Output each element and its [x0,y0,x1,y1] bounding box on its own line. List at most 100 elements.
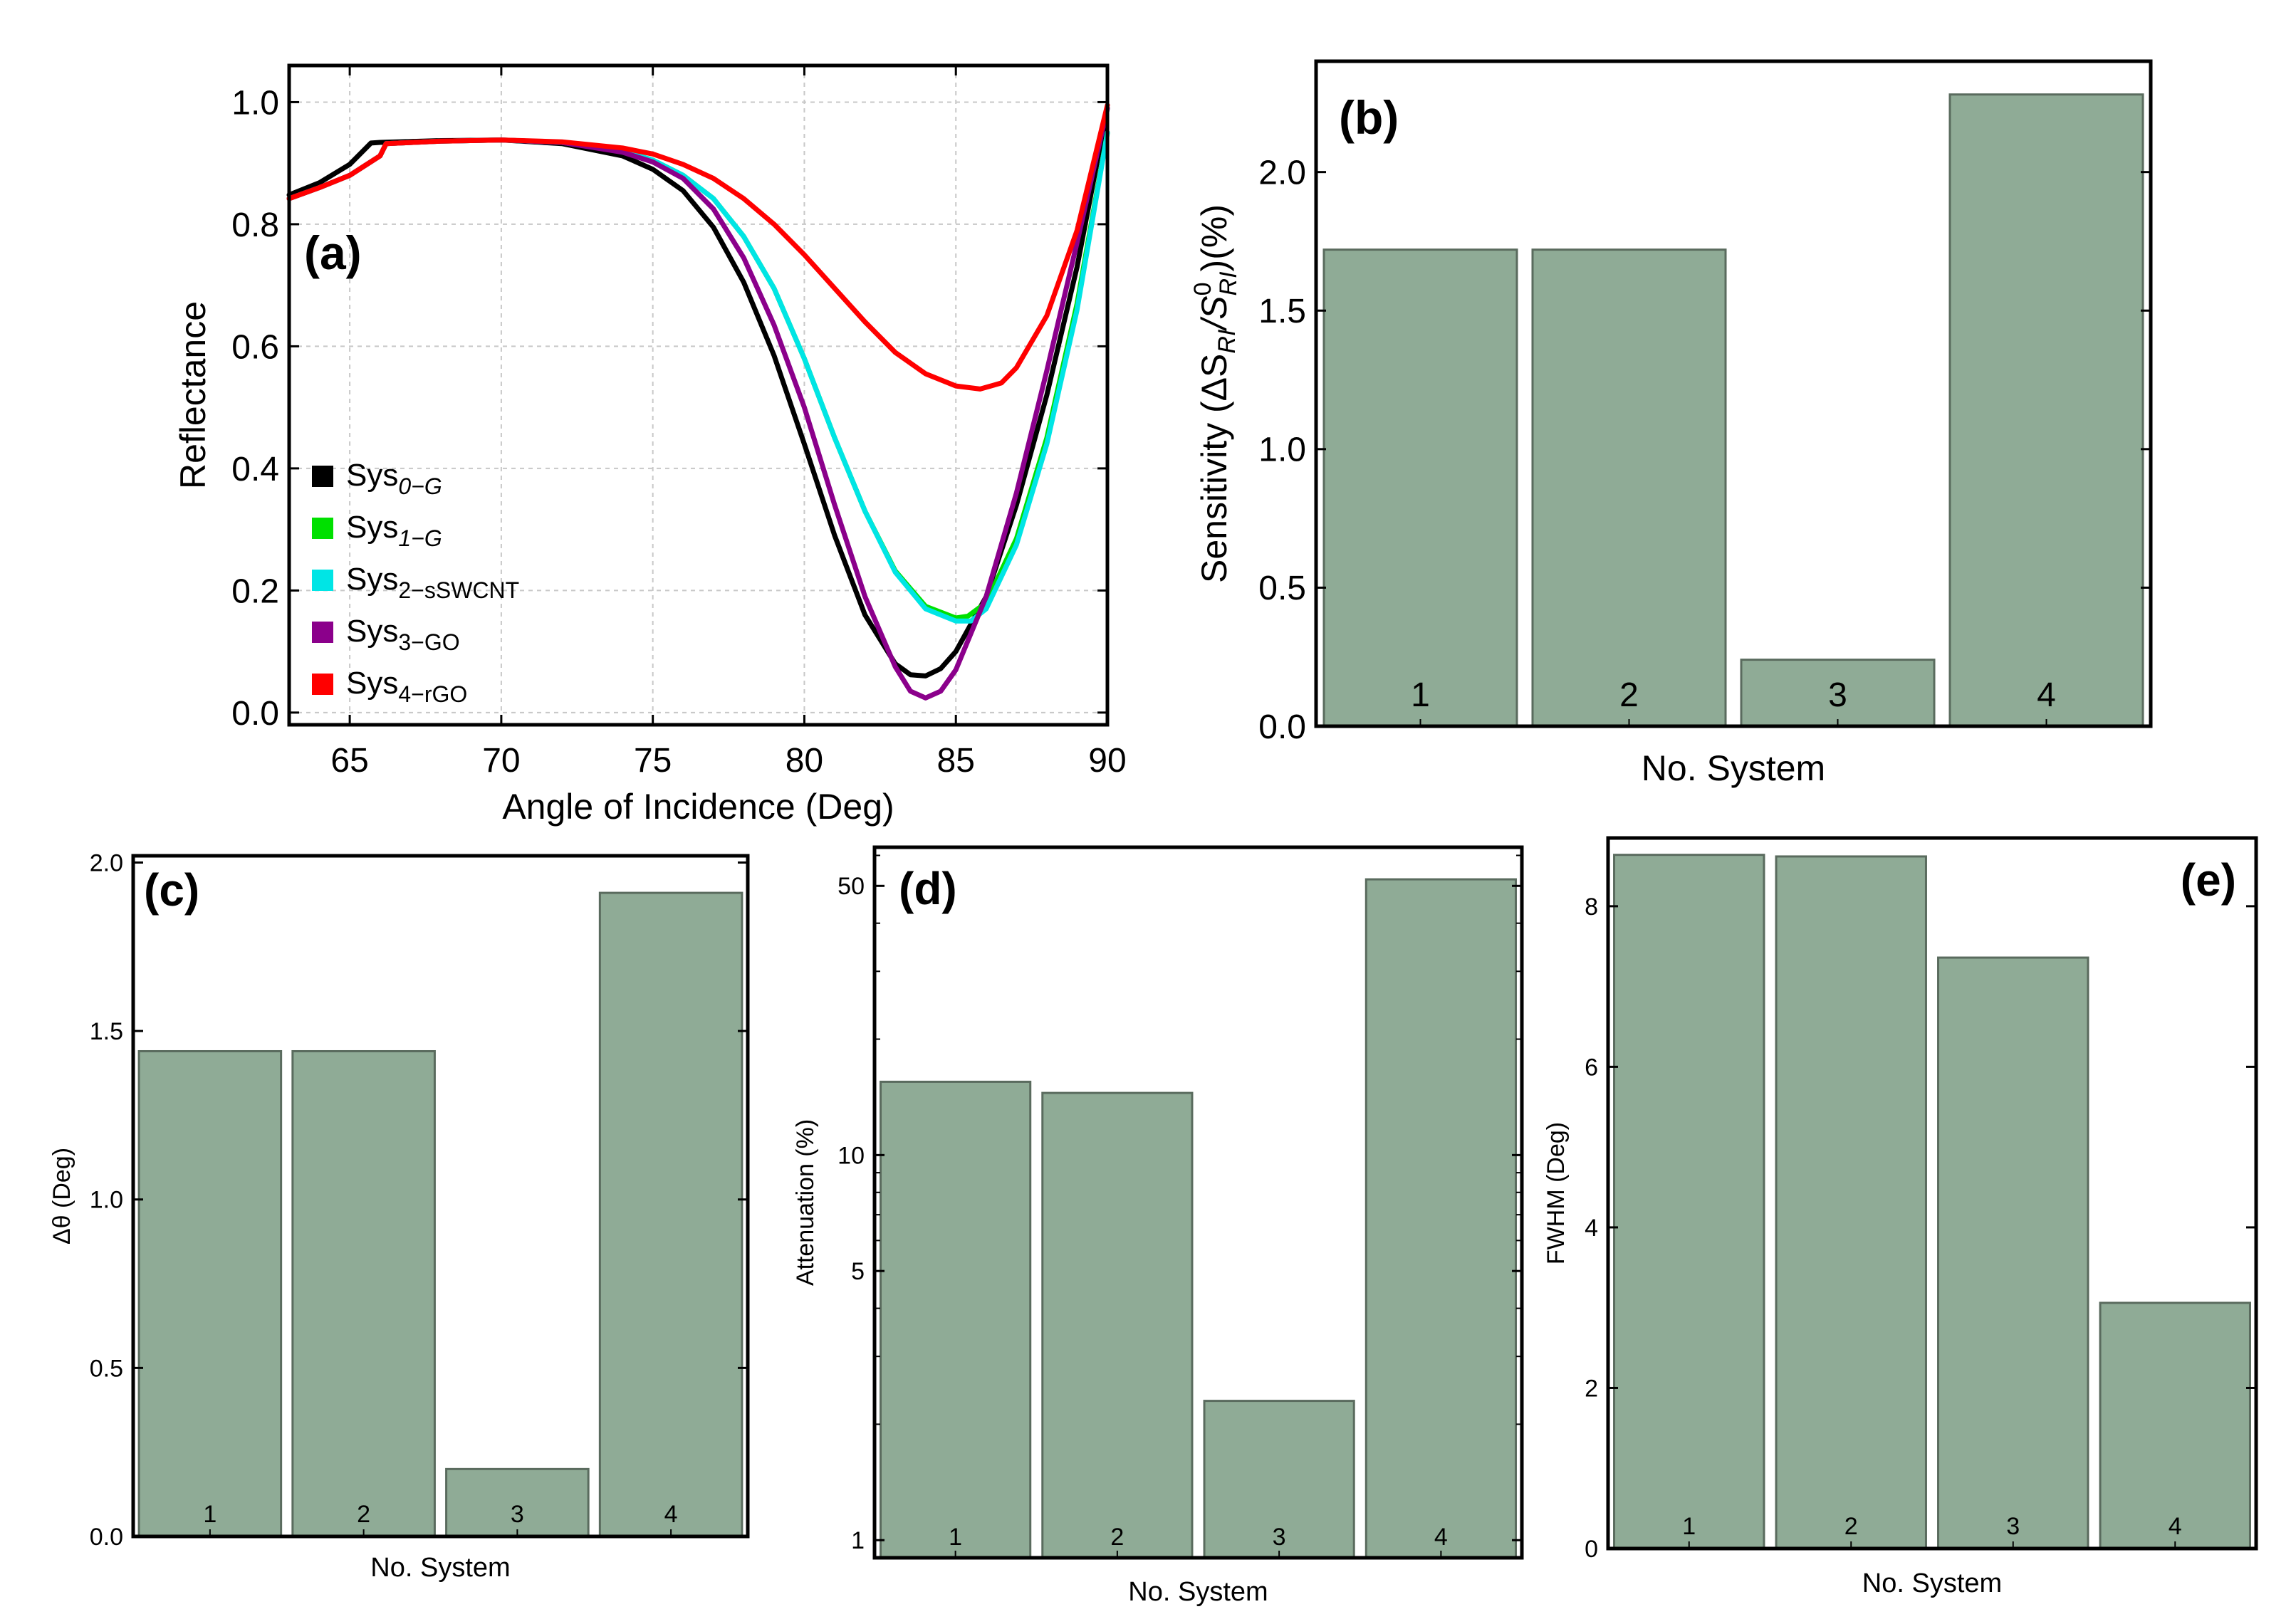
bar-3 [1937,956,2089,1550]
x-axis-label: No. System [1642,748,1825,788]
x-axis-label: Angle of Incidence (Deg) [502,787,894,827]
y-tick-label: 0.8 [231,206,279,244]
legend-swatch-4 [312,674,333,695]
x-axis-label: No. System [1862,1568,2002,1598]
y-tick-label: 0.0 [1258,708,1306,746]
bar-label-3: 3 [1828,676,1847,714]
legend-entry-2: Sys2−sSWCNT [346,562,519,603]
bar-3 [445,1467,590,1538]
panel-c: 1 2 3 4 0.0 0.5 1.0 1.5 2.0 No. System (c) Δθ (Deg) [48,849,750,1583]
bar-label-3: 3 [511,1501,524,1528]
y-tick-label: 0.6 [231,328,279,366]
y-tick-label: 0.4 [231,451,279,488]
panel-a: 65 70 75 80 85 90 0.0 0.2 0.4 0.6 0.8 1.0 Angle of I… [173,63,1127,827]
x-axis-label: No. System [1128,1577,1268,1607]
bar-2 [1775,855,1927,1550]
bar-2 [1531,248,1727,728]
panel-label: (c) [144,864,199,916]
bar-2 [291,1049,436,1538]
y-tick-label: 1 [851,1527,865,1554]
legend-entry-0: Sys0−G [346,458,442,499]
panel-label: (e) [2181,854,2236,906]
y-axis-label: Sensitivity (ΔSRI/S0RI)(%) [1189,204,1242,583]
x-tick-label: 90 [1088,742,1126,780]
y-tick-label: 2.0 [90,849,123,876]
bar-1 [880,1080,1032,1559]
y-axis-label: Attenuation (%) [792,1119,819,1286]
bar-label-1: 1 [949,1524,962,1551]
bar-3 [1203,1400,1355,1559]
plot-frame [872,845,1524,1560]
y-tick-label: 0.0 [90,1524,123,1551]
x-tick-label: 75 [634,742,672,780]
plot-frame [287,63,1110,727]
y-tick-label: 1.0 [231,84,279,122]
y-tick-label: 4 [1585,1215,1598,1242]
bar-2 [1041,1091,1194,1559]
x-tick-label: 65 [330,742,368,780]
x-tick-label: 70 [482,742,520,780]
bar-label-3: 3 [1273,1524,1286,1551]
bar-label-1: 1 [203,1501,216,1528]
plot-frame [131,854,750,1539]
y-tick-label: 0.2 [231,572,279,610]
bar-label-2: 2 [1619,676,1639,714]
legend-entry-4: Sys4−rGO [346,666,467,707]
y-tick-label: 50 [837,873,865,900]
series-line-4 [286,103,1110,392]
bar-4 [2099,1301,2251,1550]
y-tick-label: 8 [1585,894,1598,921]
y-tick-label: 0 [1585,1536,1598,1563]
y-tick-label: 0.5 [1258,570,1306,607]
bar-1 [1613,854,1765,1550]
y-tick-label: 2.0 [1258,154,1306,192]
bar-label-1: 1 [1411,676,1430,714]
panel-b: 1 2 3 4 0.0 0.5 1.0 1.5 2.0 No. System (b) Sensitiv… [1189,59,2153,788]
x-tick-label: 80 [786,742,823,780]
legend-swatch-0 [312,466,333,487]
legend-entry-1: Sys1−G [346,510,442,551]
x-tick-label: 85 [937,742,975,780]
bar-1 [1322,248,1518,728]
y-tick-label: 1.5 [1258,293,1306,330]
y-axis-label: FWHM (Deg) [1543,1122,1570,1264]
bar-3 [1740,659,1936,728]
y-axis-label: Δθ (Deg) [48,1148,75,1245]
bar-4 [1364,878,1517,1559]
bar-1 [137,1049,283,1538]
bar-label-4: 4 [2037,676,2056,714]
y-tick-label: 5 [851,1258,865,1285]
legend-swatch-3 [312,622,333,643]
bar-label-2: 2 [1110,1524,1124,1551]
y-tick-label: 10 [837,1142,865,1169]
bar-label-1: 1 [1682,1513,1696,1540]
legend-entry-3: Sys3−GO [346,614,460,655]
panel-d: 1 2 3 4 1 5 10 50 No. System (d) Attenuation (%) [792,845,1524,1607]
panel-label: (a) [304,226,362,279]
y-tick-label: 2 [1585,1375,1598,1402]
panel-label: (b) [1339,91,1399,144]
y-tick-label: 1.0 [1258,431,1306,469]
bar-label-2: 2 [357,1501,370,1528]
y-tick-label: 0.5 [90,1355,123,1382]
bar-label-4: 4 [1434,1524,1448,1551]
y-tick-label: 6 [1585,1054,1598,1081]
bar-4 [598,891,743,1538]
bar-label-4: 4 [2169,1513,2182,1540]
panel-label: (d) [899,863,957,914]
x-axis-label: No. System [370,1553,510,1583]
panel-e: 1 2 3 4 0 2 4 6 8 No. System (e) FWHM (Deg) [1543,836,2258,1598]
y-tick-label: 1.0 [90,1187,123,1214]
bar-label-4: 4 [664,1501,678,1528]
legend-swatch-1 [312,518,333,539]
bar-4 [1948,93,2144,728]
plot-frame [1314,59,2153,728]
legend-swatch-2 [312,570,333,591]
bar-label-2: 2 [1844,1513,1858,1540]
y-tick-label: 0.0 [231,695,279,733]
plot-frame [1606,836,2258,1551]
bar-label-3: 3 [2006,1513,2020,1540]
y-axis-label: Reflectance [173,301,213,489]
y-tick-label: 1.5 [90,1018,123,1045]
